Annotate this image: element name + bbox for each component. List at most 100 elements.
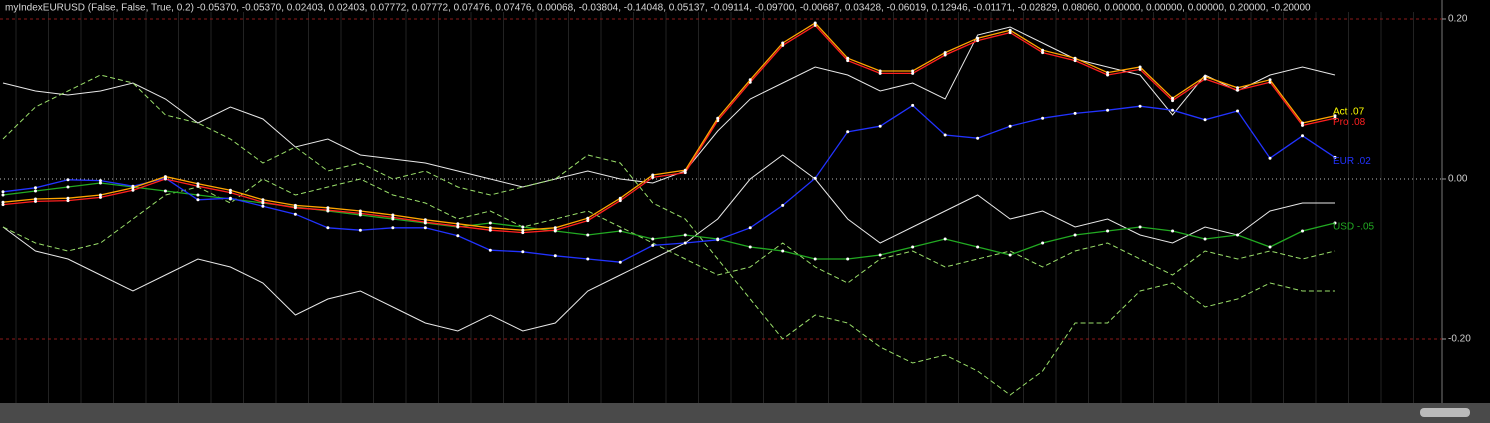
series-point: [1171, 99, 1175, 103]
series-point: [1, 190, 5, 194]
series-point: [1073, 56, 1077, 60]
series-point: [1041, 116, 1045, 120]
series-point: [228, 196, 232, 200]
series-point: [1203, 75, 1207, 79]
series-point: [1171, 96, 1175, 100]
series-point: [586, 257, 590, 261]
series-point: [1138, 65, 1142, 69]
series-point: [1041, 51, 1045, 55]
series-point: [813, 176, 817, 180]
series-point: [878, 124, 882, 128]
series-point: [683, 168, 687, 172]
series-point: [358, 228, 362, 232]
series-point: [293, 203, 297, 207]
series-point: [846, 59, 850, 63]
series-point: [618, 199, 622, 203]
series-point: [1203, 237, 1207, 241]
series-line: [2, 24, 1336, 234]
series-point: [196, 193, 200, 197]
scrollbar[interactable]: [0, 403, 1490, 423]
series-point: [1333, 221, 1337, 225]
series-point: [683, 241, 687, 245]
series-point: [781, 203, 785, 207]
series-label: USD -.05: [1333, 222, 1375, 233]
series-point: [1106, 108, 1110, 112]
series-point: [521, 225, 525, 229]
y-tick-label: 0.00: [1448, 174, 1468, 185]
series-line: [2, 22, 1336, 231]
series-point: [586, 233, 590, 237]
series-point: [976, 136, 980, 140]
series-line: [2, 74, 1335, 396]
series-point: [553, 254, 557, 258]
series-point: [33, 197, 37, 201]
series-point: [1073, 111, 1077, 115]
series-point: [1073, 59, 1077, 63]
series-point: [618, 196, 622, 200]
series-point: [98, 195, 102, 199]
series-point: [488, 221, 492, 225]
series-point: [1008, 253, 1012, 257]
series-point: [943, 51, 947, 55]
series-point: [358, 209, 362, 213]
series-point: [456, 224, 460, 228]
series-point: [1236, 109, 1240, 113]
series-point: [748, 245, 752, 249]
series-point: [716, 238, 720, 242]
series-point: [456, 222, 460, 226]
series-point: [1041, 241, 1045, 245]
series-point: [326, 208, 330, 212]
series-point: [1301, 134, 1305, 138]
series-point: [1073, 233, 1077, 237]
series-point: [651, 175, 655, 179]
series-point: [261, 204, 265, 208]
series-point: [1268, 156, 1272, 160]
series-point: [1106, 71, 1110, 75]
series-point: [781, 249, 785, 253]
series-point: [66, 178, 70, 182]
series-point: [683, 233, 687, 237]
series-point: [586, 216, 590, 220]
series-point: [391, 226, 395, 230]
series-point: [391, 215, 395, 219]
series-point: [1333, 155, 1337, 159]
y-tick-label: 0.20: [1448, 14, 1468, 25]
series-point: [1, 203, 5, 207]
series-point: [748, 226, 752, 230]
scroll-thumb[interactable]: [1420, 408, 1470, 417]
series-point: [98, 181, 102, 185]
series-point: [488, 228, 492, 232]
series-point: [326, 226, 330, 230]
series-point: [456, 234, 460, 238]
series-point: [33, 199, 37, 203]
series-label: Act .07: [1333, 106, 1365, 117]
series-point: [66, 196, 70, 200]
series-point: [813, 21, 817, 25]
series-point: [423, 218, 427, 222]
series-point: [196, 184, 200, 188]
series-point: [911, 71, 915, 75]
series-point: [1106, 73, 1110, 77]
series-point: [33, 186, 37, 190]
series-point: [521, 231, 525, 235]
series-point: [1041, 48, 1045, 52]
series-point: [846, 130, 850, 134]
series-point: [683, 171, 687, 175]
series-point: [423, 220, 427, 224]
series-point: [651, 237, 655, 241]
series-point: [1268, 78, 1272, 82]
vertical-grid: [15, 12, 1414, 403]
series-point: [196, 198, 200, 202]
series-point: [1333, 114, 1337, 118]
y-tick-label: -0.20: [1448, 334, 1471, 345]
series-point: [1236, 233, 1240, 237]
series-point: [33, 189, 37, 193]
series-point: [651, 173, 655, 177]
series-point: [878, 253, 882, 257]
series-point: [943, 133, 947, 137]
series-point: [586, 219, 590, 223]
series-point: [1203, 118, 1207, 122]
series-point: [488, 248, 492, 252]
